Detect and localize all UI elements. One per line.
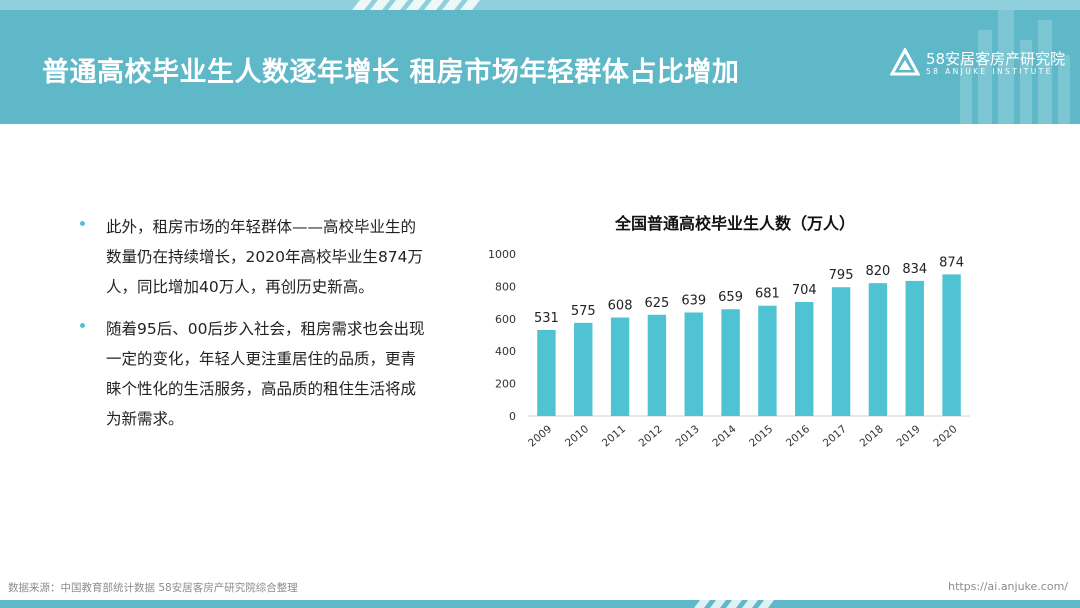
bar (721, 309, 740, 416)
bar (610, 317, 630, 416)
bar (537, 329, 556, 416)
x-tick-label: 2009 (526, 423, 554, 449)
data-label: 820 (866, 264, 891, 279)
y-tick-label: 400 (495, 345, 516, 358)
data-source: 数据来源：中国教育部统计数据 58安居客房产研究院综合整理 (8, 582, 298, 594)
x-tick-label: 2018 (858, 423, 886, 449)
x-tick-label: 2017 (821, 423, 849, 449)
x-tick-label: 2020 (931, 423, 959, 449)
x-tick-label: 2012 (637, 423, 665, 449)
bar (942, 274, 961, 416)
footer-url[interactable]: https://ai.anjuke.com/ (948, 580, 1068, 593)
bar (868, 283, 888, 416)
data-label: 681 (755, 287, 780, 302)
bar (905, 280, 924, 416)
bullet-list: 此外，租房市场的年轻群体——高校毕业生的数量仍在持续增长，2020年高校毕业生8… (78, 212, 428, 446)
y-tick-label: 0 (509, 410, 516, 423)
bullet-item: 此外，租房市场的年轻群体——高校毕业生的数量仍在持续增长，2020年高校毕业生8… (78, 212, 428, 302)
header-stripes (0, 0, 1080, 10)
bottom-stripe-bar (0, 600, 1080, 608)
chart-canvas: 0 200 400 600 800 1000 531 2009 575 2010 608 2011 62… (488, 248, 970, 450)
y-tick-label: 200 (495, 378, 516, 391)
triangle-logo-icon (890, 48, 920, 76)
data-label: 834 (902, 262, 927, 277)
x-tick-label: 2011 (600, 423, 628, 449)
bullet-dot-icon (80, 323, 85, 328)
data-label: 575 (571, 304, 596, 319)
chart-title: 全国普通高校毕业生人数（万人） (614, 214, 855, 233)
x-tick-label: 2019 (894, 423, 922, 449)
y-tick-label: 600 (495, 313, 516, 326)
building-decoration (960, 10, 1070, 124)
data-label: 531 (534, 311, 559, 326)
y-tick-label: 1000 (488, 248, 516, 261)
data-label: 639 (681, 293, 706, 308)
bullet-dot-icon (80, 221, 85, 226)
data-label: 608 (608, 299, 633, 314)
bar (647, 314, 667, 416)
logo-subtitle: 58 ANJUKE INSTITUTE (926, 67, 1053, 76)
bullet-text: 随着95后、00后步入社会，租房需求也会出现一定的变化，年轻人更注重居住的品质，… (106, 320, 425, 428)
x-tick-label: 2014 (710, 423, 738, 450)
x-tick-label: 2016 (784, 423, 812, 450)
bar (574, 322, 593, 416)
bar-chart: 全国普通高校毕业生人数（万人） 0 200 400 600 800 1000 531 2009… (480, 200, 990, 470)
header-banner: 普通高校毕业生人数逐年增长 租房市场年轻群体占比增加 58安居客房产研究院 58… (0, 0, 1080, 124)
bar (758, 305, 777, 416)
y-tick-label: 800 (495, 280, 516, 293)
page-title: 普通高校毕业生人数逐年增长 租房市场年轻群体占比增加 (42, 57, 740, 88)
data-label: 795 (829, 268, 854, 283)
x-tick-label: 2015 (747, 423, 775, 449)
x-tick-label: 2010 (563, 423, 591, 449)
data-label: 659 (718, 290, 743, 305)
bullet-item: 随着95后、00后步入社会，租房需求也会出现一定的变化，年轻人更注重居住的品质，… (78, 314, 428, 434)
bar (795, 301, 814, 416)
bar (684, 312, 703, 416)
x-tick-label: 2013 (673, 423, 701, 449)
data-label: 704 (792, 283, 817, 298)
bullet-text: 此外，租房市场的年轻群体——高校毕业生的数量仍在持续增长，2020年高校毕业生8… (106, 218, 424, 296)
brand-logo: 58安居客房产研究院 58 ANJUKE INSTITUTE (890, 48, 1070, 80)
logo-name: 58安居客房产研究院 (926, 50, 1066, 68)
data-label: 625 (645, 296, 670, 311)
bar (831, 287, 851, 416)
data-label: 874 (939, 255, 964, 270)
